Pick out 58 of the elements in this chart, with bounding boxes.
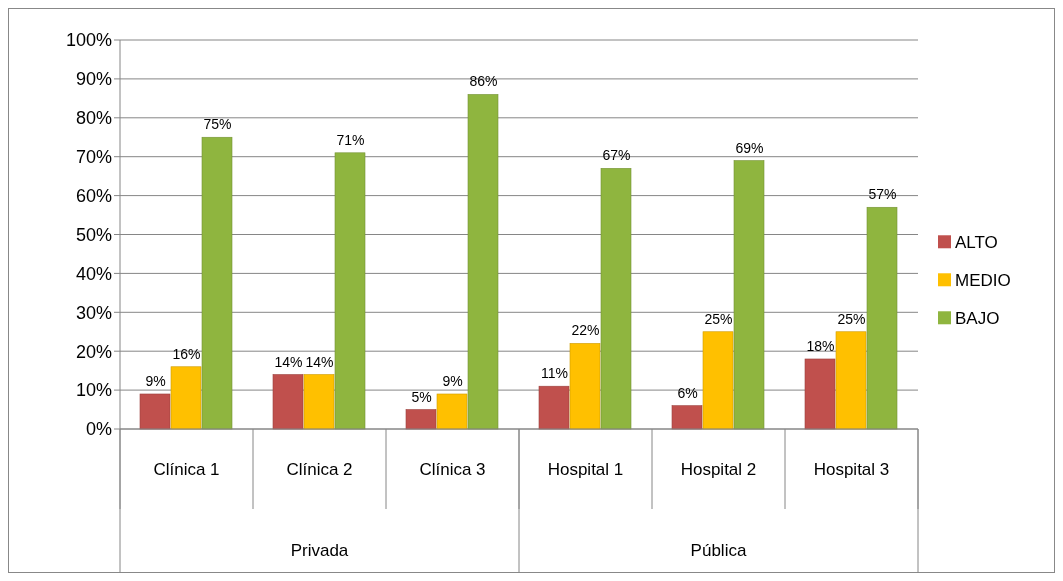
bar: [436, 393, 468, 430]
data-label: 18%: [806, 337, 835, 354]
y-tick-label: 20%: [75, 341, 112, 362]
x-tick-label: Hospital 3: [813, 459, 890, 479]
bar: [804, 358, 836, 430]
bar: [866, 206, 898, 430]
bar: [569, 343, 601, 430]
bar: [835, 331, 867, 430]
data-label: 9%: [145, 372, 166, 389]
data-label: 67%: [602, 147, 631, 164]
x-tick-label: Clínica 2: [286, 459, 353, 479]
bar: [139, 393, 171, 430]
bar: [405, 409, 437, 430]
data-label: 57%: [868, 186, 897, 203]
legend-label: BAJO: [955, 309, 1000, 329]
bar: [671, 405, 703, 430]
bar: [702, 331, 734, 430]
data-label: 6%: [677, 384, 698, 401]
text: Privada: [290, 540, 349, 560]
y-tick-label: 0%: [85, 419, 112, 440]
data-label: 22%: [571, 322, 600, 339]
bar: [538, 385, 570, 430]
data-label: 16%: [172, 345, 201, 362]
legend-label: ALTO: [955, 233, 998, 253]
y-tick-label: 70%: [75, 147, 112, 167]
data-label: 14%: [274, 353, 303, 370]
y-tick-label: 10%: [75, 380, 112, 401]
bar: [733, 160, 765, 430]
y-tick-label: 100%: [65, 30, 112, 51]
bar: [467, 94, 499, 430]
y-tick-label: 50%: [75, 224, 112, 245]
data-label: 71%: [336, 131, 365, 148]
x-tick-label: Clínica 3: [419, 459, 486, 479]
bar: [170, 366, 202, 430]
bar: [272, 374, 304, 430]
legend-label: MEDIO: [955, 271, 1011, 291]
x-tick-label: Hospital 1: [547, 459, 624, 479]
text: Pública: [690, 540, 747, 560]
y-tick-label: 30%: [75, 302, 112, 323]
data-label: 75%: [203, 116, 232, 133]
data-label: 11%: [541, 365, 568, 382]
data-label: 86%: [469, 73, 498, 90]
x-tick-label: Clínica 1: [153, 459, 220, 479]
y-tick-label: 60%: [75, 185, 112, 206]
data-label: 9%: [442, 372, 463, 389]
bar: [334, 152, 366, 430]
data-label: 25%: [704, 310, 733, 327]
bar: [201, 136, 233, 430]
data-label: 25%: [837, 310, 866, 327]
bar: [600, 168, 632, 430]
data-label: 69%: [735, 139, 764, 156]
y-tick-label: 90%: [75, 69, 112, 90]
data-label: 5%: [411, 388, 432, 405]
y-tick-label: 40%: [75, 263, 112, 284]
data-label: 14%: [305, 353, 334, 370]
bar: [303, 374, 335, 430]
x-tick-label: Hospital 2: [680, 459, 757, 479]
y-tick-label: 80%: [75, 108, 112, 129]
